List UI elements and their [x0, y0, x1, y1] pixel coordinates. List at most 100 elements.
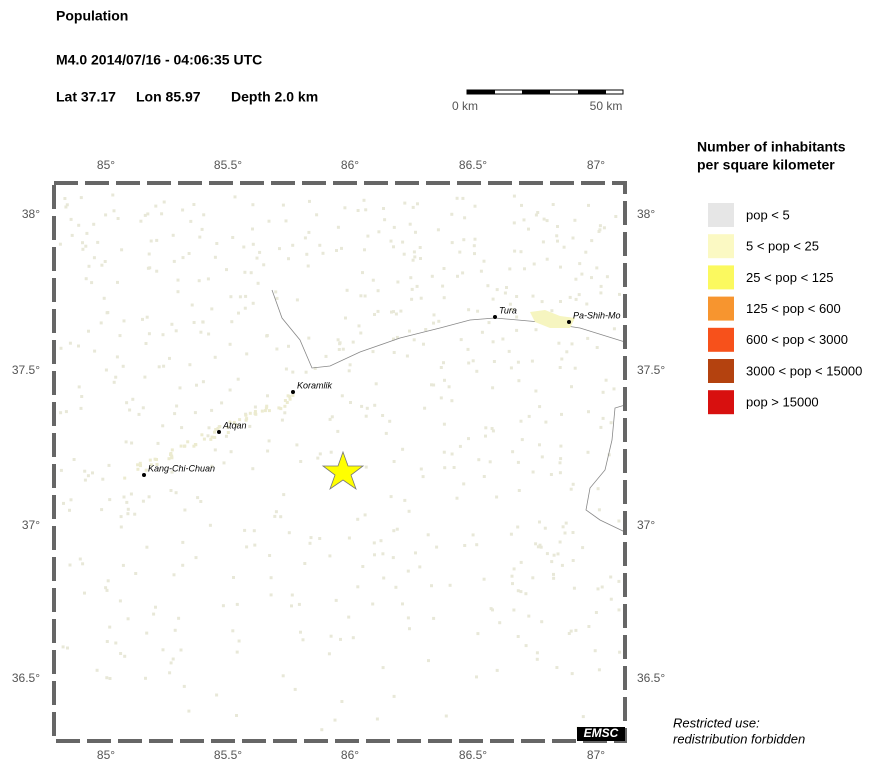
population-cell [304, 370, 308, 374]
population-cell [202, 437, 206, 441]
population-cell [510, 308, 514, 311]
population-cell [262, 263, 266, 267]
lon-tick-label: 85° [97, 158, 115, 172]
population-cell [328, 417, 332, 421]
population-cell [556, 239, 559, 243]
population-cell [618, 650, 622, 654]
population-cell [232, 420, 236, 424]
population-cell [295, 298, 299, 302]
population-cell [267, 409, 271, 413]
population-cell [64, 410, 68, 414]
population-cell [329, 450, 333, 454]
population-cell [590, 276, 593, 280]
population-cell [552, 576, 556, 580]
population-cell [450, 241, 454, 245]
population-cell [180, 426, 184, 430]
population-cell [279, 515, 283, 519]
population-cell [253, 405, 257, 409]
population-cell [269, 593, 273, 597]
population-cell [527, 414, 531, 418]
population-cell [402, 252, 406, 256]
population-cell [572, 586, 576, 590]
population-cell [550, 309, 554, 313]
population-cell [267, 439, 271, 443]
population-cell [461, 196, 465, 200]
populated-area [530, 310, 575, 328]
population-cell [401, 240, 405, 244]
population-cell [597, 508, 601, 512]
population-cell [403, 498, 407, 502]
population-cell [419, 257, 422, 260]
population-cell [215, 693, 219, 697]
place-marker [291, 390, 295, 394]
population-cell [601, 416, 605, 420]
population-cell [376, 289, 380, 293]
population-cell [307, 336, 311, 340]
legend-swatch [708, 234, 734, 259]
population-cell [357, 324, 361, 328]
population-cell [396, 280, 400, 284]
population-cell [69, 498, 73, 502]
population-cell [83, 591, 86, 595]
population-cell [389, 495, 393, 499]
population-cell [119, 525, 123, 529]
population-cell [256, 281, 260, 285]
population-cell [607, 453, 611, 457]
lat-tick-label: 37° [22, 518, 40, 532]
population-cell [475, 543, 479, 547]
population-cell [432, 383, 436, 387]
population-cell [308, 199, 311, 203]
population-cell [511, 582, 514, 586]
population-cell [147, 495, 151, 499]
population-cell [318, 243, 322, 247]
population-cell [604, 378, 608, 382]
population-cell [274, 510, 278, 514]
population-cell [568, 295, 572, 299]
population-cell [126, 512, 130, 516]
population-cell [115, 355, 119, 359]
population-cell [175, 404, 179, 408]
population-cell [336, 429, 340, 433]
population-cell [347, 536, 351, 540]
population-cell [359, 294, 363, 298]
population-cell [328, 554, 332, 558]
population-cell [87, 264, 91, 268]
population-cell [452, 466, 456, 469]
lon-tick-label: 86.5° [459, 748, 487, 762]
population-cell [510, 574, 514, 578]
population-cell [601, 390, 605, 394]
population-cell [242, 245, 246, 249]
population-cell [348, 363, 352, 367]
population-cell [105, 676, 109, 680]
population-cell [373, 403, 377, 407]
lat-tick-label: 38° [22, 207, 40, 221]
population-cell [253, 410, 257, 413]
population-cell [277, 406, 281, 410]
population-cell [68, 341, 72, 345]
population-cell [543, 526, 547, 530]
population-cell [210, 435, 214, 439]
population-cell [179, 648, 183, 652]
population-cell [108, 677, 112, 680]
population-cell [491, 297, 495, 301]
population-cell [467, 361, 471, 365]
population-cell [253, 543, 257, 547]
population-cell [216, 427, 220, 430]
population-cell [208, 523, 212, 527]
population-cell [419, 467, 423, 471]
population-cell [541, 240, 545, 244]
legend-swatch [708, 203, 734, 227]
population-cell [147, 252, 151, 256]
population-cell [552, 553, 556, 557]
population-cell [68, 563, 72, 567]
population-cell [228, 388, 232, 392]
population-cell [119, 652, 123, 655]
population-cell [511, 450, 515, 454]
population-cell [192, 444, 196, 448]
population-cell [70, 233, 74, 237]
population-cells [58, 193, 622, 732]
population-cell [170, 456, 174, 460]
population-cell [584, 250, 588, 254]
population-cell [182, 684, 186, 688]
population-cell [72, 458, 76, 461]
